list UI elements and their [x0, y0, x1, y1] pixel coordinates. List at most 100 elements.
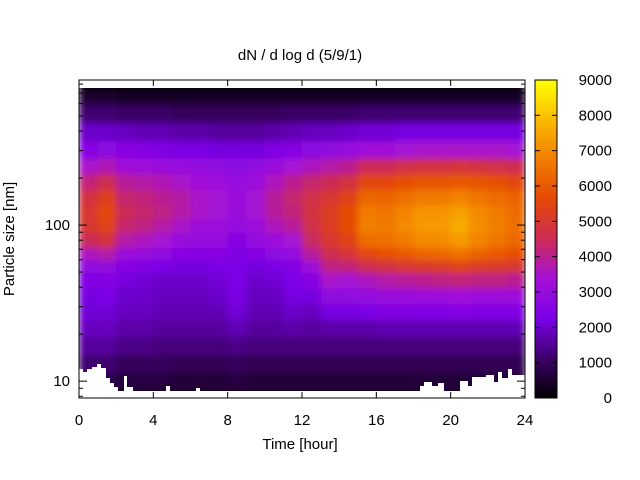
heatmap-cell — [283, 158, 303, 175]
colorbar-segment — [535, 321, 557, 325]
heatmap-cell — [506, 354, 525, 373]
heatmap-cell — [302, 372, 322, 390]
heatmap-cell — [394, 272, 415, 289]
heatmap-cell — [283, 336, 303, 355]
heatmap-cell — [506, 218, 525, 234]
heatmap-cell — [302, 205, 322, 220]
colorbar-tick-label: 5000 — [579, 213, 612, 230]
heatmap-cell — [283, 89, 303, 105]
heatmap-cell — [487, 122, 508, 142]
heatmap-cell — [450, 336, 470, 355]
heatmap-cell — [97, 272, 117, 289]
heatmap-cell — [506, 303, 525, 321]
colorbar-segment — [535, 164, 557, 168]
heatmap-cell — [171, 205, 192, 220]
heatmap-cell — [376, 158, 396, 175]
heatmap-cell — [264, 303, 285, 321]
colorbar-segment — [535, 262, 557, 266]
colorbar-segment — [535, 315, 557, 319]
heatmap-cell — [134, 259, 154, 273]
heatmap-cell — [134, 247, 154, 261]
heatmap-cell — [302, 287, 322, 305]
heatmap-cell — [97, 158, 117, 175]
heatmap-cell — [246, 272, 266, 289]
heatmap-cell — [97, 122, 117, 142]
heatmap-cell — [487, 88, 508, 91]
heatmap-cell — [134, 232, 154, 248]
colorbar-segment — [535, 135, 557, 139]
heatmap-cell — [283, 354, 303, 373]
heatmap-cell — [469, 354, 489, 373]
heatmap-cell — [413, 140, 433, 159]
heatmap-cell — [264, 205, 285, 220]
colorbar-segment — [535, 228, 557, 232]
heatmap-cell — [357, 89, 377, 105]
heatmap-cell — [302, 303, 322, 321]
heatmap-cell — [79, 287, 99, 305]
heatmap-cell — [190, 89, 210, 105]
colorbar-segment — [535, 249, 557, 253]
heatmap-cell — [413, 218, 433, 234]
heatmap-cell — [153, 189, 173, 206]
heatmap-cell — [302, 122, 322, 142]
heatmap-cell — [320, 372, 340, 390]
colorbar-tick-label: 3000 — [579, 284, 612, 301]
heatmap-cell — [116, 205, 136, 220]
heatmap-cell — [227, 89, 247, 105]
heatmap-cell — [413, 173, 433, 191]
heatmap-cell — [339, 232, 359, 248]
heatmap-cell — [450, 319, 470, 338]
heatmap-cell — [357, 122, 377, 142]
heatmap-cell — [246, 259, 266, 273]
colorbar-segment — [535, 146, 557, 150]
heatmap-cell — [246, 232, 266, 248]
heatmap-cell — [134, 388, 154, 393]
heatmap-cell — [79, 89, 99, 105]
colorbar-segment — [535, 313, 557, 317]
heatmap-cell — [264, 140, 285, 159]
heatmap-cell — [320, 122, 340, 142]
heatmap-cell — [487, 354, 508, 373]
colorbar-segment — [535, 175, 557, 179]
heatmap-cell — [506, 140, 525, 159]
heatmap-cell — [432, 88, 452, 91]
heatmap-cell — [283, 88, 303, 91]
heatmap-cell — [246, 388, 266, 393]
y-axis-ticks: 10 100 — [45, 83, 525, 397]
heatmap-cell — [264, 336, 285, 355]
heatmap-cell — [153, 354, 173, 373]
heatmap-cell — [283, 104, 303, 123]
colorbar-segment — [535, 122, 557, 126]
heatmap-cell — [339, 303, 359, 321]
heatmap-cell — [357, 88, 377, 91]
heatmap-cell — [302, 319, 322, 338]
colorbar-segment — [535, 180, 557, 184]
heatmap-cell — [283, 303, 303, 321]
heatmap-cell — [413, 122, 433, 142]
heatmap-cell — [394, 205, 415, 220]
heatmap-cell — [450, 122, 470, 142]
colorbar-segment — [535, 156, 557, 160]
heatmap-cell — [227, 336, 247, 355]
colorbar-segment — [535, 93, 557, 97]
heatmap-cell — [97, 259, 117, 273]
heatmap-cell — [450, 259, 470, 273]
heatmap-cell — [134, 218, 154, 234]
heatmap-cell — [302, 140, 322, 159]
heatmap-cell — [264, 89, 285, 105]
heatmap-cell — [171, 232, 192, 248]
heatmap-cell — [116, 89, 136, 105]
colorbar-segment — [535, 82, 557, 86]
heatmap-cell — [302, 232, 322, 248]
heatmap-cell — [376, 122, 396, 142]
colorbar-segment — [535, 103, 557, 107]
heatmap-cell — [134, 189, 154, 206]
colorbar-segment — [535, 299, 557, 304]
heatmap-cell — [376, 319, 396, 338]
heatmap-cell — [246, 319, 266, 338]
colorbar-segment — [535, 236, 557, 240]
heatmap-cell — [153, 173, 173, 191]
heatmap-cell — [134, 303, 154, 321]
heatmap-cell — [209, 158, 229, 175]
heatmap-cell — [450, 303, 470, 321]
